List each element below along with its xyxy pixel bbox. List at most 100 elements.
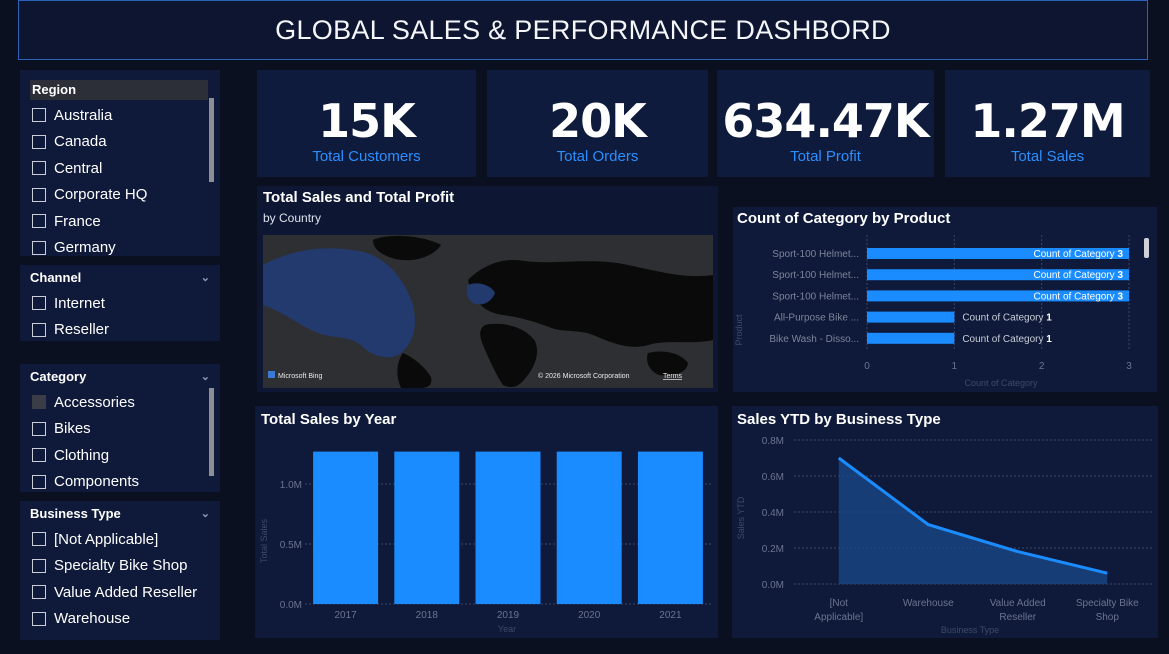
- africa-shape: [480, 323, 538, 388]
- map-terms-link[interactable]: Terms: [663, 373, 683, 380]
- slicer-option-central[interactable]: Central: [20, 155, 220, 182]
- y-tick-label: 0.0M: [280, 600, 302, 611]
- y-tick-label: Sport-100 Helmet...: [772, 249, 859, 260]
- x-tick-label: 2020: [578, 610, 601, 621]
- checkbox[interactable]: [32, 161, 46, 176]
- y-tick-label: Sport-100 Helmet...: [772, 270, 859, 281]
- chart-title: Count of Category by Product: [737, 210, 951, 227]
- checkbox[interactable]: [32, 214, 46, 229]
- chevron-down-icon[interactable]: ⌄: [200, 508, 210, 520]
- slicer-option-not-applicable[interactable]: [Not Applicable]: [20, 526, 220, 553]
- checkbox[interactable]: [32, 558, 46, 573]
- y-axis-title: Product: [734, 314, 744, 346]
- kpi-label: Total Orders: [556, 148, 639, 165]
- slicer-option-canada[interactable]: Canada: [20, 129, 220, 156]
- area-chart[interactable]: Sales YTD Business Type 0.0M 0.2M 0.4M 0.6M…: [732, 406, 1158, 638]
- chart-scrollbar[interactable]: [1144, 238, 1149, 258]
- x-axis-title: Business Type: [941, 625, 999, 635]
- x-tick-label: 2017: [334, 610, 357, 621]
- checkbox[interactable]: [32, 448, 46, 463]
- y-tick-label: 0.5M: [280, 540, 302, 551]
- kpi-label: Total Sales: [1010, 148, 1085, 165]
- region-slicer: Region Australia Canada Central Corporate H…: [20, 70, 220, 256]
- x-tick-label: Value Added Reseller: [990, 598, 1046, 623]
- north-america-shape: [263, 248, 415, 358]
- x-tick-label: 2019: [497, 610, 520, 621]
- bar: [867, 248, 1129, 259]
- slicer-option-label: Value Added Reseller: [54, 583, 198, 601]
- checkbox[interactable]: [32, 108, 46, 123]
- map-attribution: © 2026 Microsoft Corporation: [538, 372, 630, 380]
- slicer-option-internet[interactable]: Internet: [20, 290, 220, 317]
- category-scrollbar[interactable]: [209, 388, 214, 476]
- x-tick-label: 1: [952, 361, 958, 372]
- bar: [867, 290, 1129, 302]
- slicer-option-specialty-bike-shop[interactable]: Specialty Bike Shop: [20, 553, 220, 580]
- checkbox[interactable]: [32, 296, 46, 311]
- checkbox[interactable]: [32, 585, 46, 600]
- checkbox[interactable]: [32, 532, 46, 547]
- checkbox[interactable]: [32, 322, 46, 337]
- world-map[interactable]: Microsoft Bing © 2026 Microsoft Corporat…: [263, 235, 713, 388]
- sales-ytd-visual[interactable]: Sales YTD by Business Type Sales YTD Bus…: [732, 406, 1158, 638]
- y-tick-label: 0.4M: [762, 508, 784, 519]
- kpi-value: 1.27M: [970, 94, 1125, 148]
- region-slicer-header: Region: [30, 80, 208, 100]
- y-tick-label: All-Purpose Bike ...: [774, 313, 859, 324]
- slicer-option-australia[interactable]: Australia: [20, 102, 220, 129]
- map-visual[interactable]: Total Sales and Total Profit by Country …: [257, 186, 718, 392]
- slicer-option-bikes[interactable]: Bikes: [20, 416, 220, 443]
- bar: [637, 451, 703, 604]
- kpi-card-profit: 634.47K Total Profit: [717, 70, 934, 177]
- data-label: Count of Category 3: [1033, 291, 1123, 302]
- slicer-option-germany[interactable]: Germany: [20, 235, 220, 262]
- slicer-option-label: Germany: [54, 239, 116, 257]
- channel-slicer: Channel ⌄ Internet Reseller: [20, 265, 220, 341]
- slicer-option-corporate-hq[interactable]: Corporate HQ: [20, 182, 220, 209]
- checkbox[interactable]: [32, 134, 46, 149]
- checkbox[interactable]: [32, 395, 46, 410]
- bar: [867, 311, 955, 323]
- region-scrollbar[interactable]: [209, 98, 214, 182]
- slicer-option-warehouse[interactable]: Warehouse: [20, 606, 220, 633]
- map-title: Total Sales and Total Profit: [263, 189, 455, 206]
- sales-by-year-visual[interactable]: Total Sales by Year Total Sales Year 0.0…: [255, 406, 718, 638]
- kpi-card-customers: 15K Total Customers: [257, 70, 476, 177]
- checkbox[interactable]: [32, 240, 46, 255]
- checkbox[interactable]: [32, 474, 46, 489]
- y-tick-label: 1.0M: [280, 480, 302, 491]
- vbar-chart[interactable]: Total Sales Year 0.0M 0.5M 1.0M 2017 2018 201…: [255, 406, 718, 638]
- chevron-down-icon[interactable]: ⌄: [200, 371, 210, 383]
- chevron-down-icon[interactable]: ⌄: [200, 272, 210, 284]
- slicer-option-france[interactable]: France: [20, 208, 220, 235]
- hbar-chart[interactable]: Product Count of Category 0 1 2 3 Sport-100 …: [733, 235, 1157, 390]
- slicer-option-label: Components: [54, 473, 140, 491]
- checkbox[interactable]: [32, 421, 46, 436]
- business-type-slicer: Business Type ⌄ [Not Applicable] Specialty…: [20, 501, 220, 640]
- slicer-option-reseller[interactable]: Reseller: [20, 317, 220, 344]
- slicer-option-clothing[interactable]: Clothing: [20, 442, 220, 469]
- slicer-option-label: Accessories: [54, 393, 135, 411]
- kpi-value: 20K: [549, 94, 647, 148]
- x-axis-title: Year: [498, 624, 516, 634]
- x-tick-label: 3: [1126, 361, 1132, 372]
- bar: [394, 451, 460, 604]
- x-tick-label: Specialty Bike Shop: [1076, 598, 1139, 623]
- data-label: Count of Category 1: [962, 334, 1052, 345]
- slicer-option-components[interactable]: Components: [20, 469, 220, 496]
- slicer-option-value-added-reseller[interactable]: Value Added Reseller: [20, 579, 220, 606]
- south-america-shape: [397, 353, 432, 388]
- slicer-option-accessories[interactable]: Accessories: [20, 389, 220, 416]
- slicer-option-label: Corporate HQ: [54, 186, 148, 204]
- bing-logo-text: Microsoft Bing: [278, 373, 322, 380]
- slicer-option-label: Internet: [54, 294, 105, 312]
- y-axis-title: Sales YTD: [736, 496, 746, 539]
- map-subtitle: by Country: [263, 211, 322, 225]
- kpi-label: Total Profit: [790, 148, 861, 165]
- kpi-label: Total Customers: [312, 148, 421, 165]
- category-by-product-visual[interactable]: Count of Category by Product Product Cou…: [733, 207, 1157, 392]
- y-tick-label: 0.8M: [762, 436, 784, 447]
- checkbox[interactable]: [32, 611, 46, 626]
- checkbox[interactable]: [32, 187, 46, 202]
- x-tick-label: Warehouse: [903, 598, 954, 609]
